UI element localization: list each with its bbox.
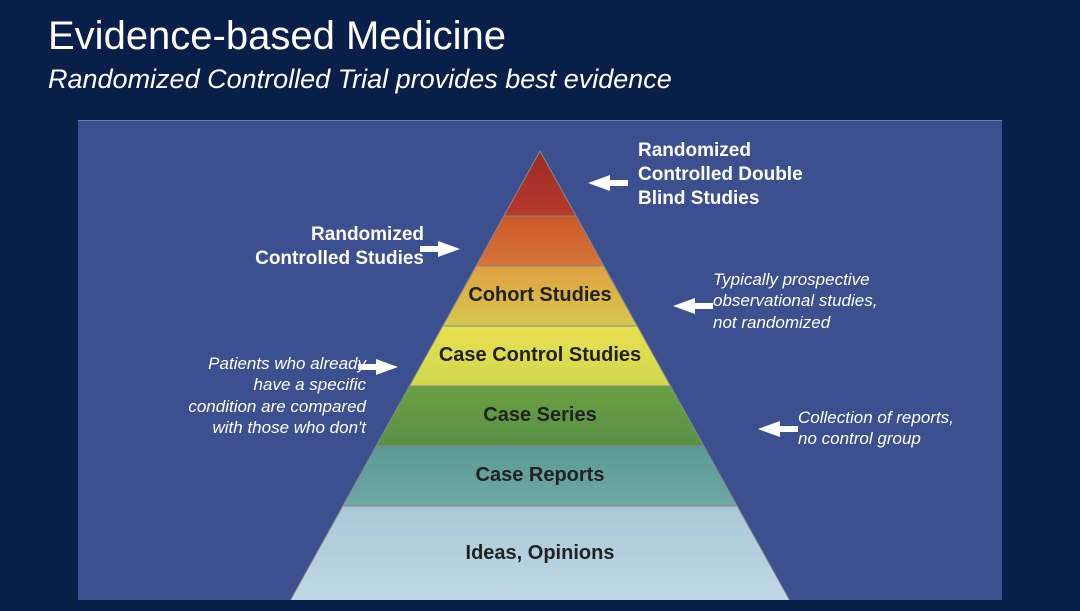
- arrow-right-icon: [438, 241, 460, 257]
- annotation-label: RandomizedControlled DoubleBlind Studies: [638, 139, 803, 210]
- pyramid-level-3: [409, 326, 670, 386]
- pyramid-level-6: [290, 506, 790, 600]
- arrow-left-icon: [673, 298, 695, 314]
- arrow-left-icon: [758, 421, 780, 437]
- pyramid-level-2: [443, 266, 637, 326]
- annotation-label: RandomizedControlled Studies: [255, 223, 424, 271]
- annotation-label: Collection of reports,no control group: [798, 407, 954, 450]
- page-subtitle: Randomized Controlled Trial provides bes…: [48, 64, 672, 95]
- arrow-right-icon: [376, 359, 398, 375]
- page-title: Evidence-based Medicine: [48, 14, 506, 59]
- pyramid-level-1: [476, 216, 604, 266]
- diagram-panel: Cohort StudiesCase Control StudiesCase S…: [78, 120, 1002, 600]
- pyramid-level-0: [504, 151, 576, 216]
- pyramid-level-5: [343, 446, 737, 506]
- pyramid-level-4: [376, 386, 704, 446]
- arrow-left-icon: [588, 175, 610, 191]
- annotation-label: Typically prospectiveobservational studi…: [713, 269, 877, 333]
- annotation-label: Patients who alreadyhave a specificcondi…: [188, 353, 366, 438]
